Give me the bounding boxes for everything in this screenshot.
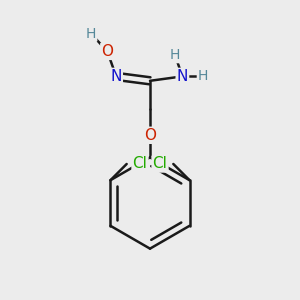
Text: O: O xyxy=(101,44,113,59)
Text: O: O xyxy=(144,128,156,143)
Text: Cl: Cl xyxy=(133,157,147,172)
Text: N: N xyxy=(110,69,122,84)
Text: H: H xyxy=(198,69,208,83)
Text: N: N xyxy=(177,69,188,84)
Text: H: H xyxy=(170,48,180,62)
Text: Cl: Cl xyxy=(153,157,167,172)
Text: H: H xyxy=(86,27,96,41)
